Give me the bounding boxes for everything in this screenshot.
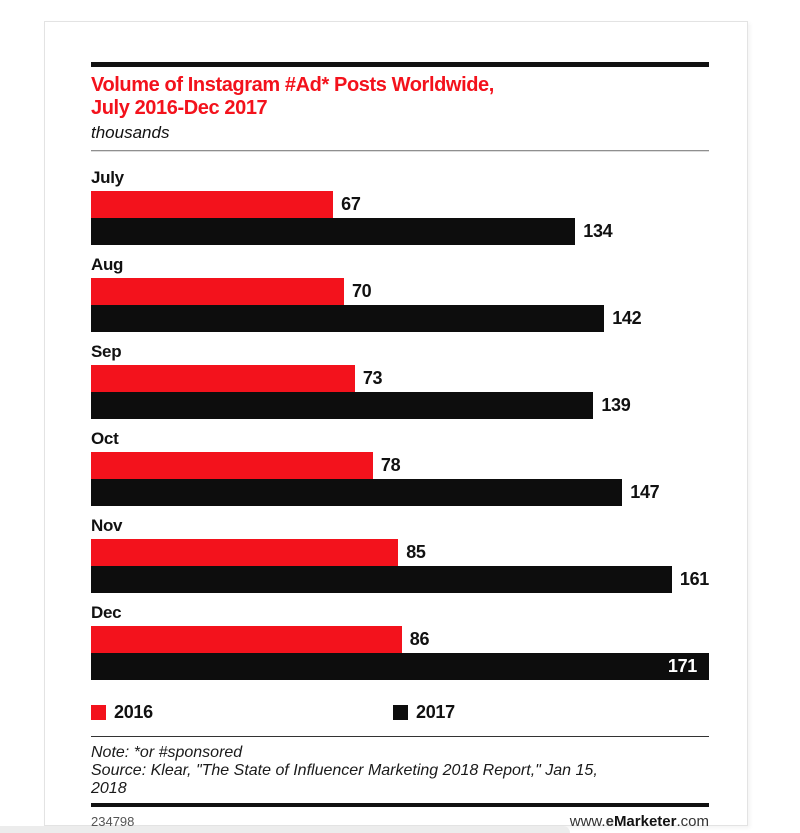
bar-row-2016: 85 [91,539,709,566]
bar-2017-july [91,218,576,245]
chart-id: 234798 [91,814,135,829]
site-e: e [605,813,614,830]
value-label: 142 [612,308,642,328]
bar-row-2017: 171 [91,653,709,680]
bar-2016-aug [91,278,344,305]
footnotes: Note: *or #sponsored Source: Klear, "The… [91,744,709,798]
chart: July 67 134 Aug 70 142 Sep 73 139 Oct 78 147 Nov 85 16… [91,168,709,680]
chart-card: Volume of Instagram #Ad* Posts Worldwide… [44,21,748,830]
legend-label: 2017 [416,702,455,722]
chart-group-july: July 67 134 [91,168,709,245]
bar-2017-dec: 171 [91,653,709,680]
value-label: 147 [630,482,660,502]
legend: 2016 2017 [91,702,709,722]
value-label: 73 [362,368,383,388]
bar-2016-nov [91,539,399,566]
bar-2016-oct [91,452,373,479]
site-www: www. [569,813,606,830]
category-label: Aug [91,255,124,274]
legend-item-2016: 2016 [91,702,153,723]
subtitle-rule [91,150,709,152]
bar-row-2017: 161 [91,566,709,593]
value-label: 85 [406,542,426,562]
footer-rule [91,803,709,807]
chart-content: Volume of Instagram #Ad* Posts Worldwide… [91,22,709,830]
category-label: Dec [91,603,122,622]
bar-2016-dec [91,626,402,653]
chart-group-oct: Oct 78 147 [91,429,709,506]
legend-swatch-icon [91,705,106,720]
chart-group-sep: Sep 73 139 [91,342,709,419]
value-label: 86 [409,629,430,649]
chart-title: Volume of Instagram #Ad* Posts Worldwide… [91,74,709,120]
category-label: Nov [91,516,123,535]
value-label: 134 [583,221,613,241]
category-label: Oct [91,429,119,448]
bar-2017-nov [91,566,672,593]
legend-swatch-icon [393,705,408,720]
bar-2016-july [91,191,334,218]
footer-row: 234798 www.eMarketer.com [91,813,709,830]
footnote-rule [91,736,709,737]
value-label: 67 [341,194,361,214]
value-label: 161 [679,569,709,589]
bar-2017-sep [91,392,594,419]
bar-2017-aug [91,305,605,332]
bar-2016-sep [91,365,355,392]
bottom-window-edge [0,826,570,833]
bar-row-2017: 134 [91,218,709,245]
chart-group-aug: Aug 70 142 [91,255,709,332]
bar-row-2017: 139 [91,392,709,419]
value-label: 171 [667,656,697,676]
bar-row-2017: 147 [91,479,709,506]
value-label: 78 [380,455,401,475]
category-label: Sep [91,342,122,361]
source-text-line1: Source: Klear, "The State of Influencer … [91,762,598,779]
bar-row-2016: 70 [91,278,709,305]
bar-row-2016: 86 [91,626,709,653]
top-rule [91,62,709,67]
chart-title-line1: Volume of Instagram #Ad* Posts Worldwide… [91,74,494,96]
site-name: Marketer [613,813,677,830]
source-text-line2: 2018 [91,780,127,797]
chart-units-label: thousands [91,123,170,142]
value-label: 70 [351,281,372,301]
bar-row-2016: 78 [91,452,709,479]
bar-row-2016: 67 [91,191,709,218]
bar-2017-oct [91,479,623,506]
site-tld: .com [676,813,709,830]
chart-title-line2: July 2016-Dec 2017 [91,97,268,119]
bar-row-2016: 73 [91,365,709,392]
legend-label: 2016 [114,702,153,722]
category-label: July [91,168,124,187]
value-label: 139 [601,395,631,415]
chart-group-dec: Dec 86 171 [91,603,709,680]
bar-row-2017: 142 [91,305,709,332]
emarketer-logo: www.eMarketer.com [570,813,709,830]
chart-group-nov: Nov 85 161 [91,516,709,593]
note-text: Note: *or #sponsored [91,744,243,761]
legend-item-2017: 2017 [393,702,455,723]
